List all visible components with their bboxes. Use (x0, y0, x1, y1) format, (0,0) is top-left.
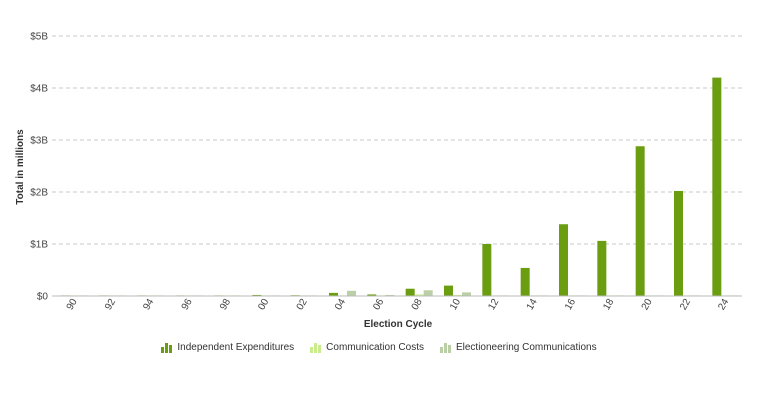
legend-swatch (165, 342, 169, 353)
x-tick-label: 16 (563, 297, 578, 313)
x-tick-label: 90 (65, 297, 80, 313)
bar[interactable] (385, 294, 395, 296)
bar[interactable] (405, 288, 415, 296)
x-tick-label: 18 (601, 297, 616, 313)
legend-item-independent-expenditures[interactable]: Independent Expenditures (161, 342, 294, 353)
bar[interactable] (453, 294, 462, 296)
x-tick-label: 06 (371, 297, 386, 313)
bar[interactable] (414, 294, 424, 296)
x-tick-label: 04 (333, 297, 348, 313)
bar[interactable] (712, 77, 722, 296)
y-tick-label: $4B (30, 84, 48, 95)
x-tick-label: 08 (410, 297, 425, 313)
x-tick-label: 10 (448, 297, 463, 313)
bar[interactable] (347, 290, 356, 296)
bars (60, 77, 740, 296)
legend-swatch (314, 342, 318, 353)
bar[interactable] (252, 294, 262, 296)
bar[interactable] (367, 294, 377, 296)
gridlines (52, 35, 742, 245)
x-axis-title: Election Cycle (364, 319, 433, 330)
bar-chart-icon (310, 342, 322, 353)
x-tick-label: 12 (486, 297, 501, 313)
x-tick-label: 02 (295, 297, 310, 313)
x-tick-label: 14 (525, 297, 540, 313)
legend-label: Electioneering Communications (455, 342, 597, 353)
x-tick-label: 24 (716, 297, 731, 313)
y-axis-title: Total in millions (15, 129, 26, 205)
y-tick-label: $0 (37, 292, 49, 303)
bar[interactable] (520, 267, 530, 296)
legend-swatch (310, 346, 314, 353)
y-tick-label: $5B (30, 32, 48, 43)
y-tick-label: $2B (30, 188, 48, 199)
legend-swatch (447, 344, 451, 353)
bar[interactable] (444, 285, 453, 296)
bar-chart-icon (439, 342, 451, 353)
x-tick-label: 92 (103, 297, 118, 313)
bar[interactable] (462, 292, 471, 296)
legend-swatch (169, 344, 173, 353)
bar[interactable] (597, 240, 607, 296)
legend-item-communication-costs[interactable]: Communication Costs (310, 342, 424, 353)
axes: $0 $1B $2B $3B $4B $5B 90 92 94 96 98 00 02 04 06 08 10 1… (30, 32, 742, 313)
x-tick-label: 94 (141, 297, 156, 313)
legend-label: Communication Costs (326, 342, 424, 353)
x-tick-label: 00 (256, 297, 271, 313)
y-tick-label: $1B (30, 240, 48, 251)
legend: Independent Expenditures Communication C… (0, 342, 758, 353)
bar[interactable] (559, 224, 568, 296)
y-tick-label: $3B (30, 136, 48, 147)
x-tick-label: 98 (218, 297, 233, 313)
legend-swatch (443, 342, 447, 353)
x-tick-label: 22 (678, 297, 693, 313)
bar[interactable] (635, 146, 645, 296)
bar[interactable] (329, 292, 338, 296)
bar-chart: $0 $1B $2B $3B $4B $5B 90 92 94 96 98 00 02 04 06 08 10 1… (15, 32, 742, 330)
bar-chart-icon (161, 342, 173, 353)
bar[interactable] (423, 290, 433, 296)
legend-item-electioneering-communications[interactable]: Electioneering Communications (439, 342, 597, 353)
x-tick-label: 20 (640, 297, 655, 313)
bar[interactable] (482, 244, 492, 296)
legend-swatch (318, 344, 322, 353)
legend-swatch (161, 346, 165, 353)
legend-swatch (439, 346, 443, 353)
bar[interactable] (674, 190, 683, 296)
legend-label: Independent Expenditures (177, 342, 295, 353)
x-tick-label: 96 (180, 297, 195, 313)
